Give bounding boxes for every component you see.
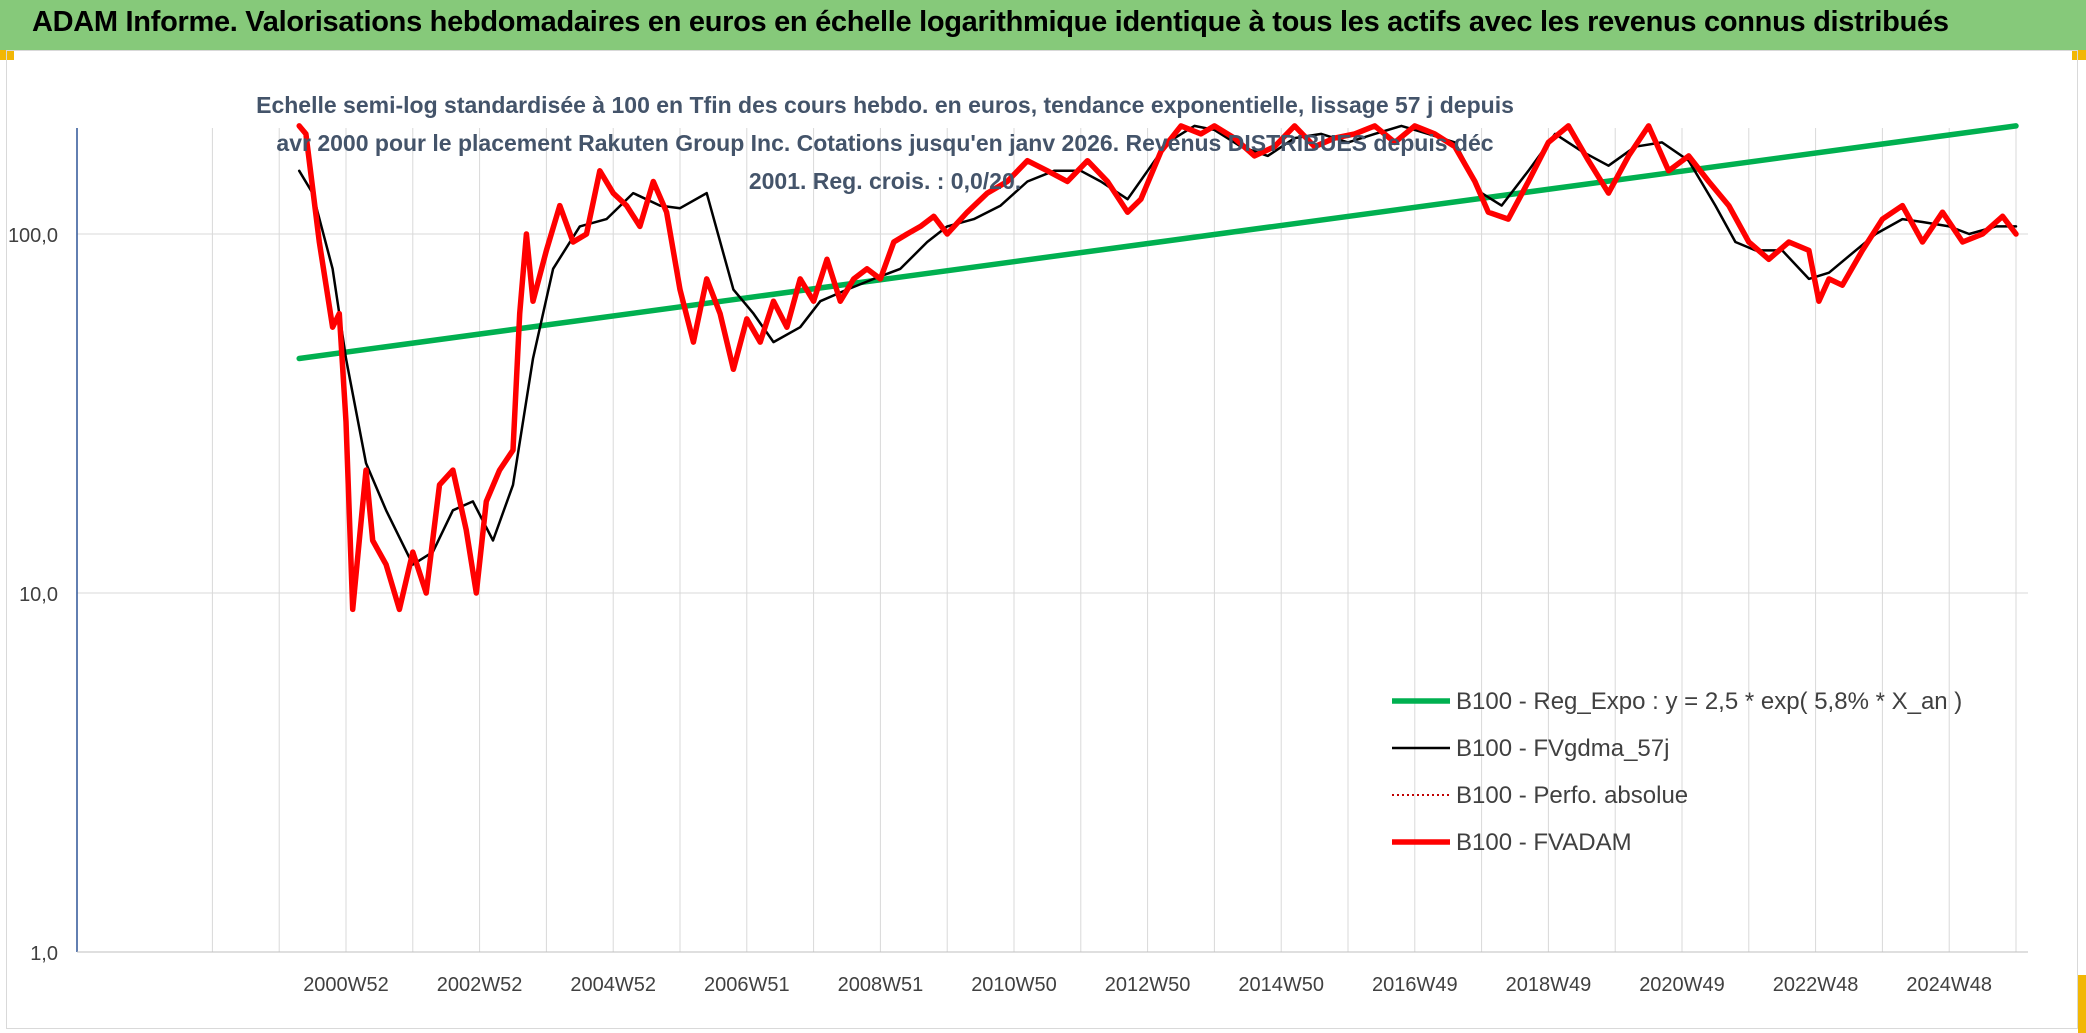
y-tick-label: 100,0	[8, 225, 58, 247]
y-tick-label: 1,0	[30, 943, 58, 965]
legend-label: B100 - FVADAM	[1456, 829, 1632, 856]
legend-label: B100 - Reg_Expo : y = 2,5 * exp( 5,8% * …	[1456, 688, 1962, 715]
corner-mark-top-right	[2072, 50, 2086, 60]
x-tick-label: 2014W50	[1238, 974, 1324, 996]
series-line-0	[296, 123, 2019, 362]
x-tick-label: 2004W52	[570, 974, 656, 996]
page-title: ADAM Informe. Valorisations hebdomadaire…	[32, 6, 1949, 38]
series-line-1	[297, 124, 2018, 566]
chart-title: Echelle semi-log standardisée à 100 en T…	[256, 92, 1514, 194]
vertical-gridlines	[211, 128, 2017, 952]
x-tick-label: 2020W49	[1639, 974, 1725, 996]
horizontal-gridlines	[77, 233, 2028, 594]
corner-mark-bottom-right	[2078, 975, 2086, 1033]
legend-label: B100 - Perfo. absolue	[1456, 782, 1688, 809]
x-tick-label: 2024W48	[1906, 974, 1992, 996]
series-line-3	[296, 123, 2019, 613]
header-banner: ADAM Informe. Valorisations hebdomadaire…	[0, 0, 2086, 50]
x-tick-label: 2008W51	[838, 974, 924, 996]
x-tick-label: 2006W51	[704, 974, 790, 996]
legend-label: B100 - FVgdma_57j	[1456, 735, 1669, 762]
x-tick-label: 2022W48	[1773, 974, 1859, 996]
y-tick-label: 10,0	[19, 584, 58, 606]
x-tick-label: 2010W50	[971, 974, 1057, 996]
series-layer	[296, 123, 2019, 613]
x-tick-label: 2018W49	[1506, 974, 1592, 996]
x-tick-label: 2002W52	[437, 974, 523, 996]
x-tick-labels: 2000W52 2002W52 2004W52 2006W51 2008W51 2010W…	[303, 974, 1992, 996]
y-tick-labels: 1,0 10,0 100,0	[8, 225, 58, 965]
x-tick-label: 2016W49	[1372, 974, 1458, 996]
corner-mark-top-left	[0, 50, 14, 60]
legend: B100 - Reg_Expo : y = 2,5 * exp( 5,8% * …	[1392, 688, 1962, 856]
x-tick-label: 2012W50	[1105, 974, 1191, 996]
x-tick-label: 2000W52	[303, 974, 389, 996]
chart-frame	[6, 50, 2078, 1029]
